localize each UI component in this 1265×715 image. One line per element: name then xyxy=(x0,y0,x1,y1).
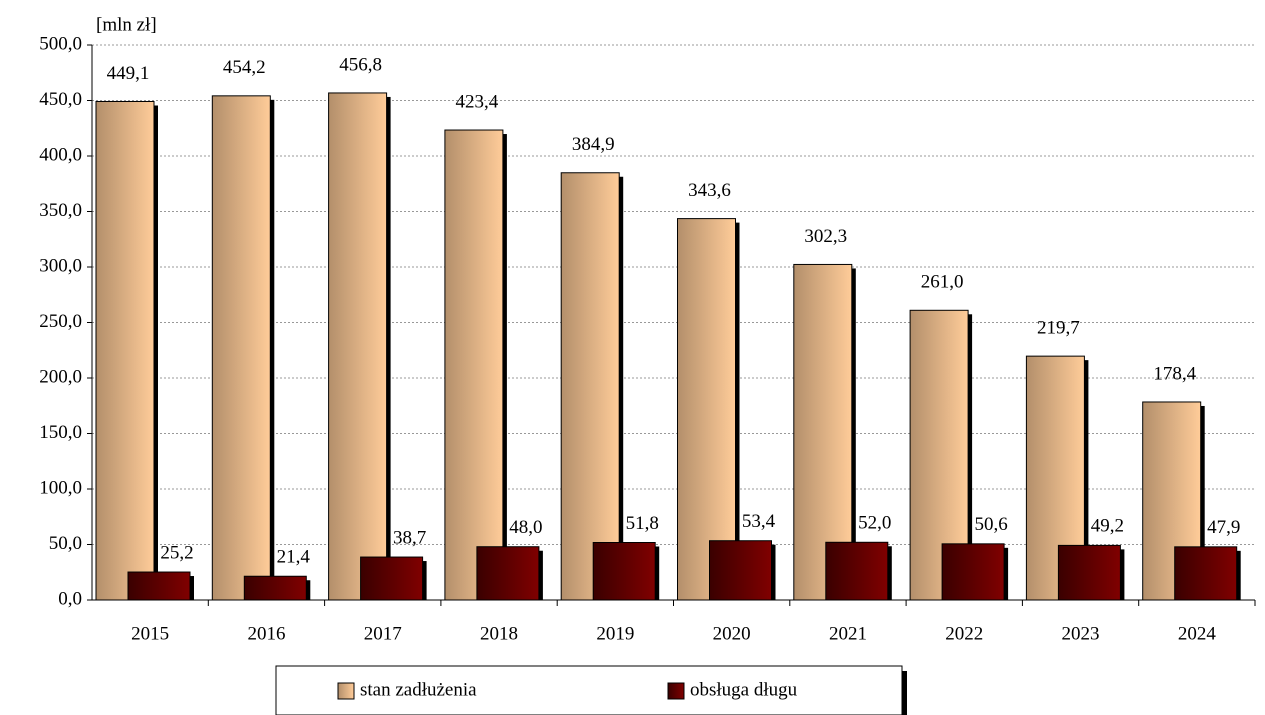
y-tick-label: 450,0 xyxy=(39,89,82,110)
bar xyxy=(360,556,424,601)
bar xyxy=(941,543,1005,601)
y-tick-label: 50,0 xyxy=(49,533,82,554)
value-label: 261,0 xyxy=(921,272,964,293)
value-label: 52,0 xyxy=(858,513,891,534)
bar xyxy=(95,100,155,601)
value-label: 48,0 xyxy=(509,517,542,538)
value-label: 25,2 xyxy=(160,542,193,563)
y-tick-label: 0,0 xyxy=(58,588,82,609)
x-tick-label: 2016 xyxy=(247,623,285,644)
y-tick-label: 300,0 xyxy=(39,255,82,276)
bar xyxy=(1057,544,1121,601)
value-label: 38,7 xyxy=(393,527,426,548)
bar xyxy=(444,129,504,601)
value-label: 343,6 xyxy=(688,180,731,201)
x-tick-label: 2017 xyxy=(364,623,402,644)
bar xyxy=(476,546,540,601)
value-label: 47,9 xyxy=(1207,517,1240,538)
bar xyxy=(709,540,772,601)
y-tick-label: 150,0 xyxy=(39,422,82,443)
value-label: 449,1 xyxy=(107,63,150,84)
bar xyxy=(825,541,889,601)
bar xyxy=(677,218,736,601)
value-label: 21,4 xyxy=(277,547,311,568)
value-label: 219,7 xyxy=(1037,317,1080,338)
bar xyxy=(1025,355,1085,601)
bar xyxy=(243,575,307,601)
bar xyxy=(127,571,191,601)
y-axis-title: [mln zł] xyxy=(96,14,157,35)
x-tick-label: 2019 xyxy=(596,623,634,644)
x-tick-label: 2024 xyxy=(1178,623,1217,644)
legend-label: obsługa długu xyxy=(690,679,798,700)
y-tick-label: 250,0 xyxy=(39,311,82,332)
value-label: 50,6 xyxy=(974,514,1007,535)
x-tick-label: 2021 xyxy=(829,623,867,644)
x-tick-label: 2022 xyxy=(945,623,983,644)
bar xyxy=(328,92,388,601)
value-label: 53,4 xyxy=(742,511,776,532)
legend-label: stan zadłużenia xyxy=(360,679,477,700)
value-label: 384,9 xyxy=(572,134,615,155)
value-label: 454,2 xyxy=(223,57,266,78)
legend-swatch xyxy=(667,682,685,700)
value-label: 423,4 xyxy=(456,91,499,112)
bar xyxy=(560,172,620,601)
y-tick-label: 400,0 xyxy=(39,144,82,165)
y-tick-label: 200,0 xyxy=(39,366,82,387)
x-tick-label: 2015 xyxy=(131,623,169,644)
bar xyxy=(211,95,271,601)
legend-swatch xyxy=(337,682,355,700)
value-label: 302,3 xyxy=(804,226,847,247)
y-tick-label: 350,0 xyxy=(39,200,82,221)
x-tick-label: 2020 xyxy=(713,623,751,644)
value-label: 456,8 xyxy=(339,54,382,75)
value-label: 51,8 xyxy=(626,513,659,534)
y-tick-label: 100,0 xyxy=(39,477,82,498)
x-tick-label: 2018 xyxy=(480,623,518,644)
y-tick-label: 500,0 xyxy=(39,33,82,54)
value-label: 49,2 xyxy=(1091,516,1124,537)
bar xyxy=(592,542,656,601)
value-label: 178,4 xyxy=(1153,363,1196,384)
legend xyxy=(275,665,903,715)
bar xyxy=(1174,546,1238,601)
x-tick-label: 2023 xyxy=(1062,623,1100,644)
